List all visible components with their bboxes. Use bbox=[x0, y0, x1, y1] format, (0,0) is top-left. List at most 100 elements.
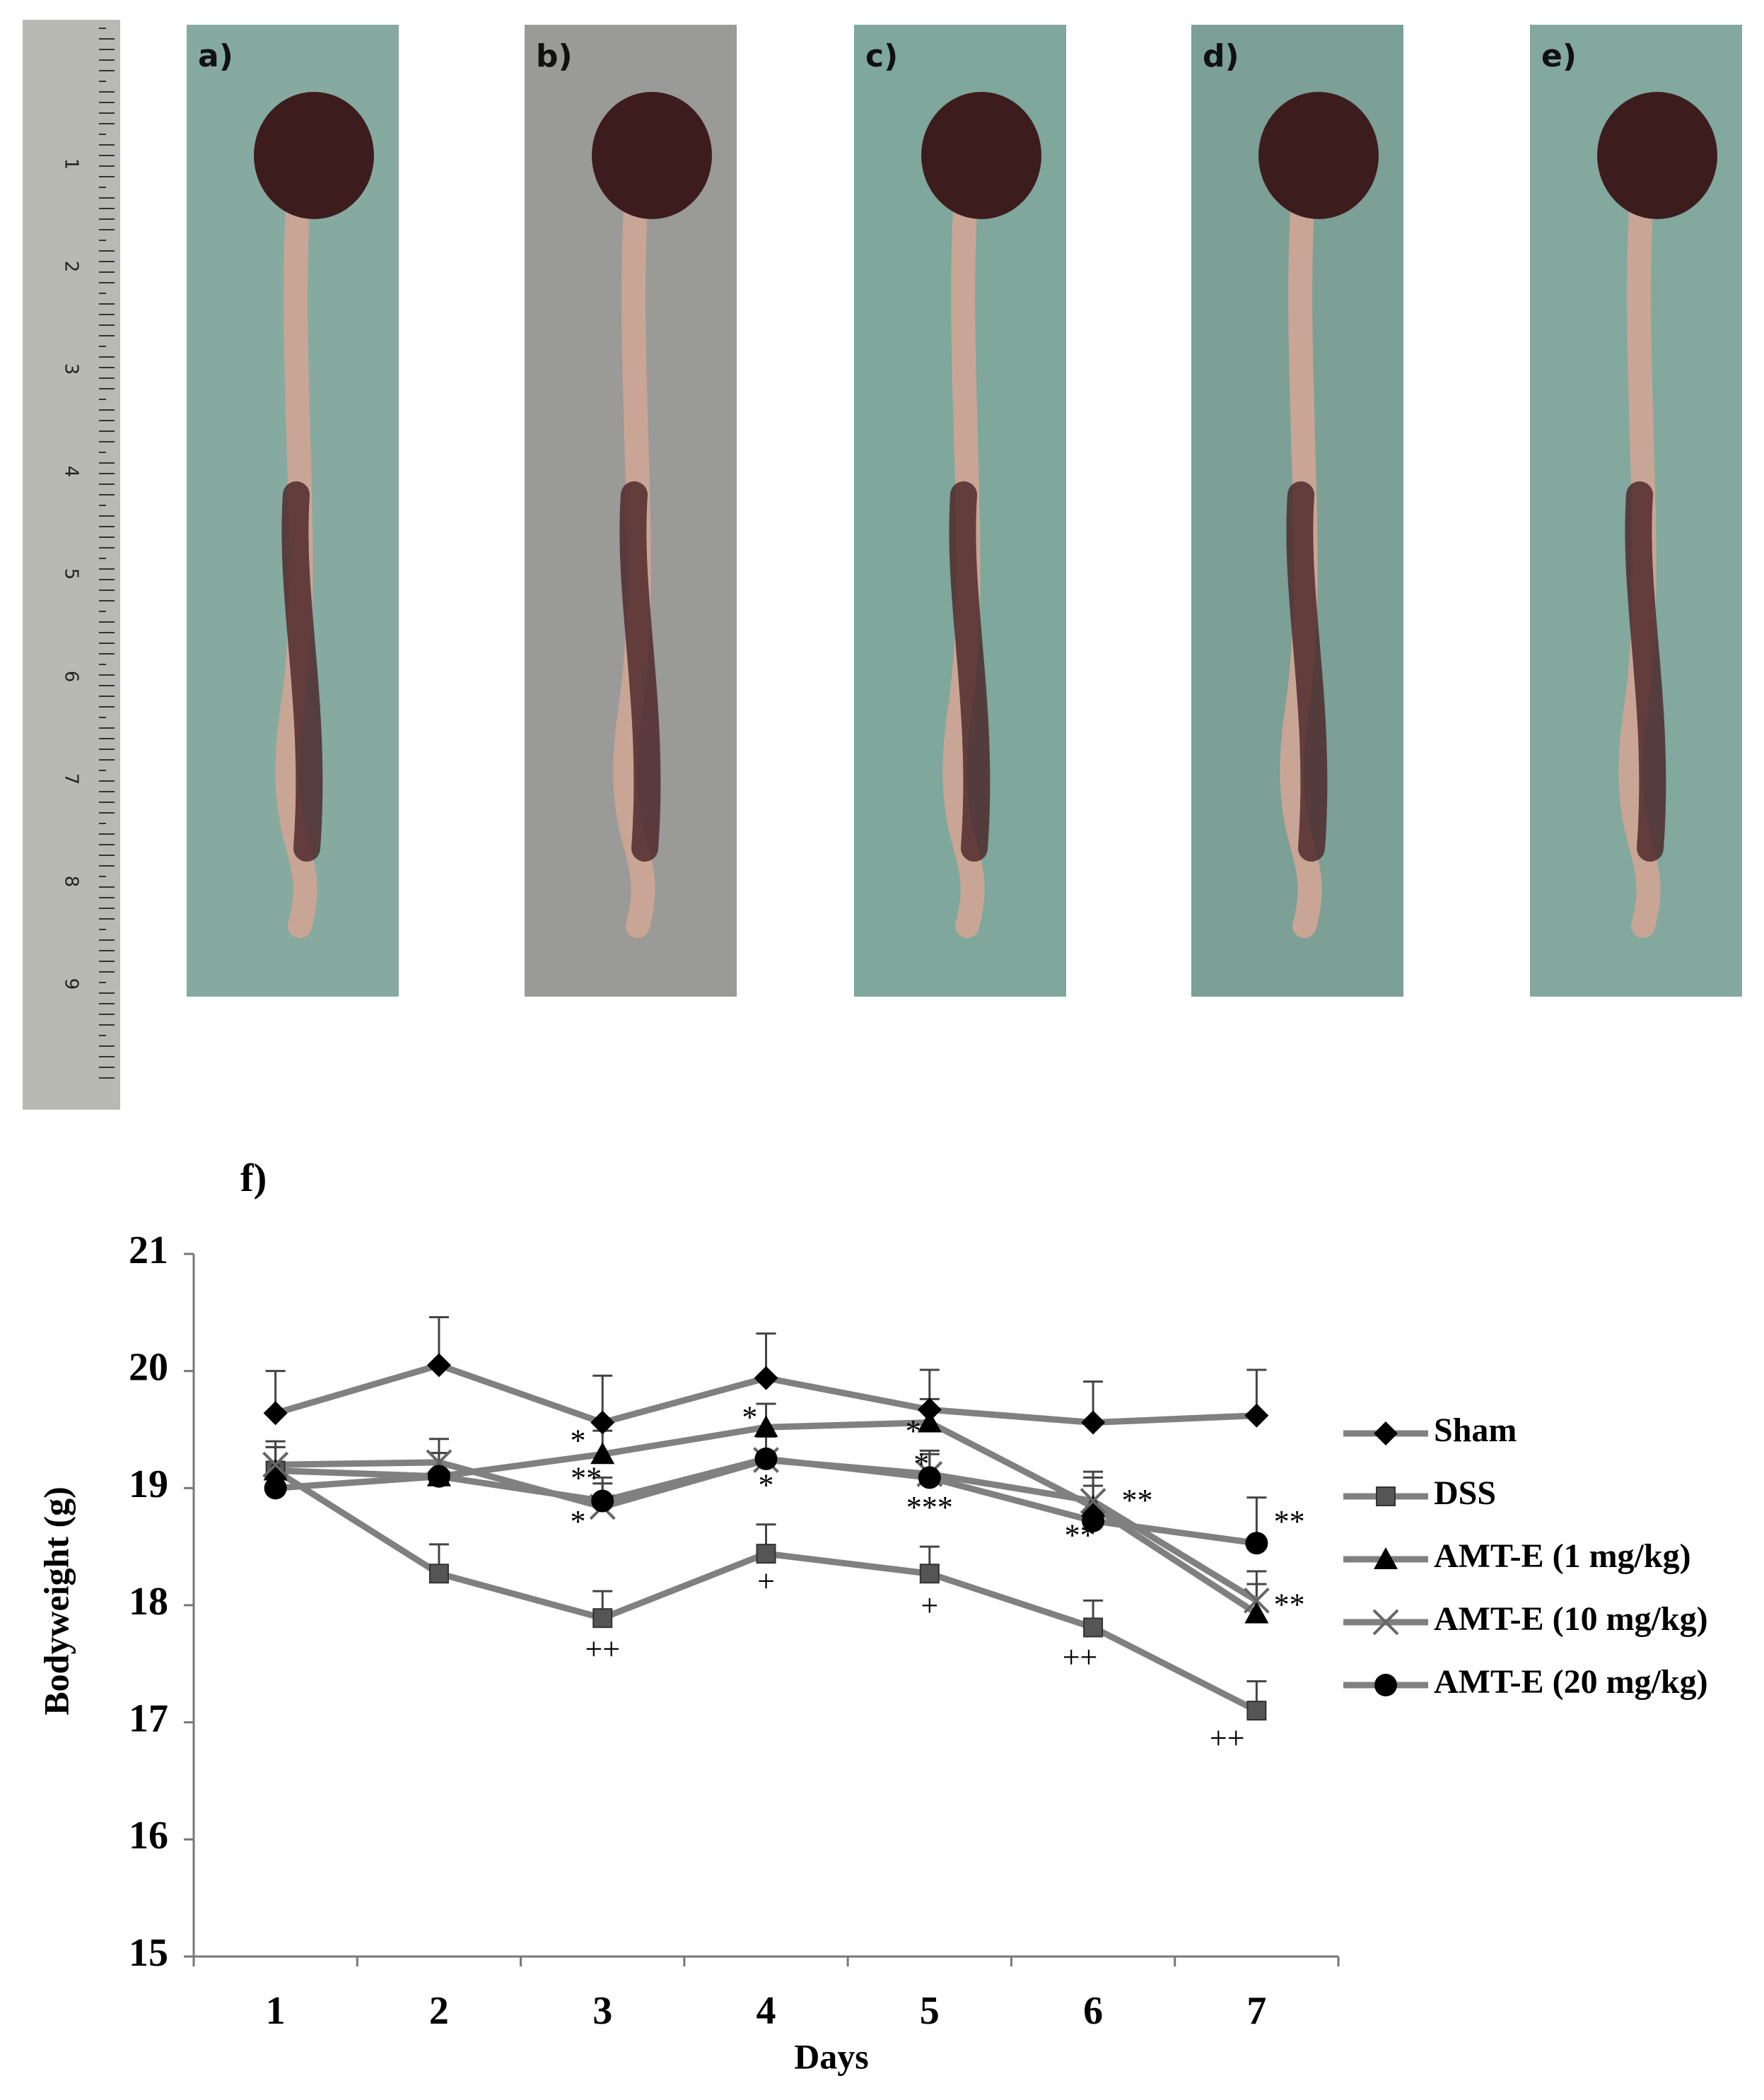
x-tick-label: 6 bbox=[1083, 1989, 1103, 2033]
panel-label: e) bbox=[1541, 38, 1577, 74]
significance-label: + bbox=[921, 1588, 938, 1623]
legend-marker bbox=[1374, 1547, 1398, 1569]
data-point bbox=[264, 1477, 287, 1500]
x-tick-label: 5 bbox=[920, 1989, 940, 2033]
significance-label: * bbox=[759, 1467, 774, 1502]
significance-label: ++ bbox=[585, 1631, 620, 1666]
ruler-label: 9 bbox=[61, 978, 82, 990]
photo-panels: a) b) c) d) e) bbox=[187, 25, 1742, 997]
data-point bbox=[1081, 1494, 1106, 1517]
significance-label: ** bbox=[571, 1460, 602, 1495]
data-point bbox=[428, 1564, 449, 1584]
significance-label: ** bbox=[1274, 1587, 1305, 1621]
significance-label: ++ bbox=[1210, 1720, 1245, 1755]
data-point bbox=[919, 1564, 940, 1584]
data-point bbox=[754, 1447, 778, 1470]
significance-label: ** bbox=[1274, 1504, 1305, 1539]
ruler-label: 3 bbox=[61, 363, 82, 375]
legend-marker bbox=[1374, 1674, 1397, 1696]
cecum bbox=[592, 92, 712, 219]
colon-tissue bbox=[1625, 481, 1666, 862]
data-point bbox=[591, 1489, 614, 1513]
data-point bbox=[1082, 1509, 1105, 1532]
significance-label: * bbox=[742, 1400, 757, 1434]
data-point bbox=[1080, 1488, 1106, 1514]
colon-tissue bbox=[949, 481, 991, 862]
data-point bbox=[262, 1451, 289, 1478]
x-tick-label: 1 bbox=[266, 1989, 286, 2033]
x-tick-label: 4 bbox=[757, 1989, 776, 2033]
significance-label: * bbox=[571, 1504, 586, 1539]
y-tick-label: 20 bbox=[129, 1346, 168, 1390]
legend-label: AMT-E (10 mg/kg) bbox=[1434, 1600, 1708, 1638]
data-point bbox=[1083, 1617, 1104, 1638]
data-point bbox=[917, 1410, 942, 1433]
ruler-label: 2 bbox=[61, 261, 82, 273]
y-tick-label: 18 bbox=[129, 1580, 168, 1624]
significance-label: * bbox=[906, 1414, 921, 1448]
data-point bbox=[1246, 1701, 1267, 1721]
ruler-label: 1 bbox=[61, 158, 82, 170]
colon-tissue bbox=[281, 481, 323, 862]
data-point bbox=[590, 1410, 615, 1435]
panel-label: f) bbox=[240, 1156, 267, 1200]
legend-marker bbox=[1372, 1609, 1399, 1636]
x-tick-label: 2 bbox=[429, 1989, 449, 2033]
legend-label: Sham bbox=[1434, 1412, 1517, 1449]
significance-label: ** bbox=[1122, 1483, 1153, 1518]
y-tick-label: 19 bbox=[129, 1462, 168, 1506]
panel-label: b) bbox=[536, 38, 573, 74]
significance-label: + bbox=[757, 1564, 775, 1598]
data-point bbox=[263, 1458, 288, 1481]
legend-label: DSS bbox=[1434, 1474, 1496, 1512]
ruler-label: 4 bbox=[61, 466, 82, 478]
legend-label: AMT-E (1 mg/kg) bbox=[1434, 1537, 1691, 1575]
y-tick-label: 15 bbox=[129, 1931, 168, 1975]
y-tick-label: 16 bbox=[129, 1814, 168, 1858]
significance-label: ++ bbox=[1063, 1640, 1098, 1674]
panel-label: c) bbox=[865, 38, 898, 74]
cecum bbox=[1258, 92, 1379, 219]
ruler-label: 5 bbox=[61, 568, 82, 580]
data-point bbox=[918, 1466, 941, 1489]
data-point bbox=[1244, 1403, 1269, 1428]
x-tick-label: 7 bbox=[1246, 1989, 1266, 2033]
data-point bbox=[754, 1415, 778, 1438]
data-point bbox=[754, 1366, 778, 1390]
significance-label: ** bbox=[1065, 1518, 1096, 1553]
y-tick-label: 21 bbox=[129, 1228, 168, 1272]
ruler-label: 8 bbox=[61, 876, 82, 888]
cecum bbox=[921, 92, 1041, 219]
legend-marker bbox=[1376, 1486, 1396, 1506]
y-axis-title: Bodyweight (g) bbox=[36, 1486, 76, 1715]
colon-tissue bbox=[1286, 481, 1328, 862]
significance-label: * bbox=[913, 1447, 929, 1482]
data-point bbox=[590, 1442, 615, 1465]
cecum bbox=[1597, 92, 1717, 219]
ruler bbox=[23, 20, 120, 1110]
x-tick-label: 3 bbox=[592, 1989, 612, 2033]
panel-label: d) bbox=[1203, 38, 1239, 74]
cecum bbox=[254, 92, 374, 219]
legend-marker bbox=[1374, 1421, 1398, 1445]
ruler-label: 7 bbox=[61, 773, 82, 785]
data-point bbox=[1081, 1410, 1106, 1435]
significance-label: * bbox=[571, 1423, 586, 1457]
x-axis-title: Days bbox=[794, 2036, 869, 2076]
data-point bbox=[1245, 1532, 1268, 1555]
data-point bbox=[592, 1608, 613, 1629]
colon-tissue bbox=[619, 481, 661, 862]
panel-label: a) bbox=[198, 38, 233, 74]
data-point bbox=[426, 1353, 451, 1378]
legend-label: AMT-E (20 mg/kg) bbox=[1434, 1663, 1708, 1701]
data-point bbox=[1243, 1587, 1270, 1614]
data-point bbox=[1244, 1601, 1269, 1624]
data-point bbox=[756, 1544, 776, 1564]
significance-label: *** bbox=[906, 1490, 953, 1525]
data-point bbox=[917, 1397, 942, 1422]
y-tick-label: 17 bbox=[129, 1697, 168, 1741]
data-point bbox=[427, 1465, 450, 1488]
ruler-label: 6 bbox=[61, 671, 82, 683]
data-point bbox=[263, 1401, 288, 1426]
